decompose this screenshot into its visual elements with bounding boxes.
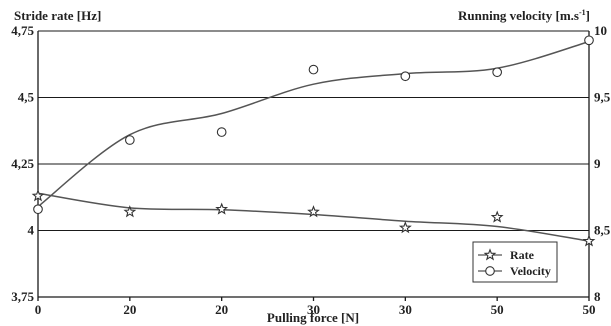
x-tick-label: 20 [123,302,136,317]
series-markers [31,35,596,247]
legend-label-rate: Rate [510,248,535,262]
left-y-tick-label: 4,25 [11,156,34,171]
series-line-rate [37,192,590,242]
x-tick-labels: 0 20 20 30 30 50 50 [35,302,596,317]
right-y-tick-label: 10 [594,23,607,38]
right-y-tick-label: 8,5 [594,223,611,238]
legend-label-velocity: Velocity [510,264,551,278]
data-point-velocity [124,135,135,145]
legend: Rate Velocity [472,241,558,283]
data-point-velocity [492,67,503,78]
x-tick-label: 0 [35,302,42,317]
circle-marker-icon [485,266,495,276]
legend-item-rate: Rate [478,248,535,262]
x-tick-label: 30 [399,302,412,317]
legend-item-velocity: Velocity [478,264,551,278]
data-point-rate [215,202,229,215]
right-y-tick-labels: 8 8,5 9 9,5 10 [594,23,611,304]
right-y-tick-label: 9,5 [594,90,611,105]
data-point-rate [582,234,596,247]
data-point-rate [123,205,137,218]
left-y-tick-label: 3,75 [11,289,34,304]
axes [37,31,590,301]
left-y-tick-label: 4,5 [18,90,35,105]
data-point-velocity [216,127,227,137]
data-point-rate [490,210,504,223]
left-y-tick-labels: 3,75 4 4,25 4,5 4,75 [11,23,34,304]
data-point-velocity [400,71,411,82]
data-point-rate [307,205,320,218]
data-point-velocity [308,64,319,75]
data-point-rate [398,221,412,234]
x-tick-label: 50 [583,302,596,317]
data-point-rate [31,189,45,202]
right-y-tick-label: 8 [594,289,601,304]
x-tick-label: 30 [307,302,320,317]
left-axis-title: Stride rate [Hz] [14,8,101,23]
data-point-velocity [33,204,43,215]
right-axis-title: Running velocity [m.s-1] [458,8,590,23]
x-axis-title: Pulling force [N] [267,310,359,325]
right-y-tick-label: 9 [594,156,601,171]
data-point-velocity [584,35,594,46]
left-y-tick-label: 4 [28,223,35,238]
left-y-tick-label: 4,75 [11,23,34,38]
x-tick-label: 20 [215,302,228,317]
x-tick-label: 50 [491,302,504,317]
star-marker-icon [483,248,497,261]
